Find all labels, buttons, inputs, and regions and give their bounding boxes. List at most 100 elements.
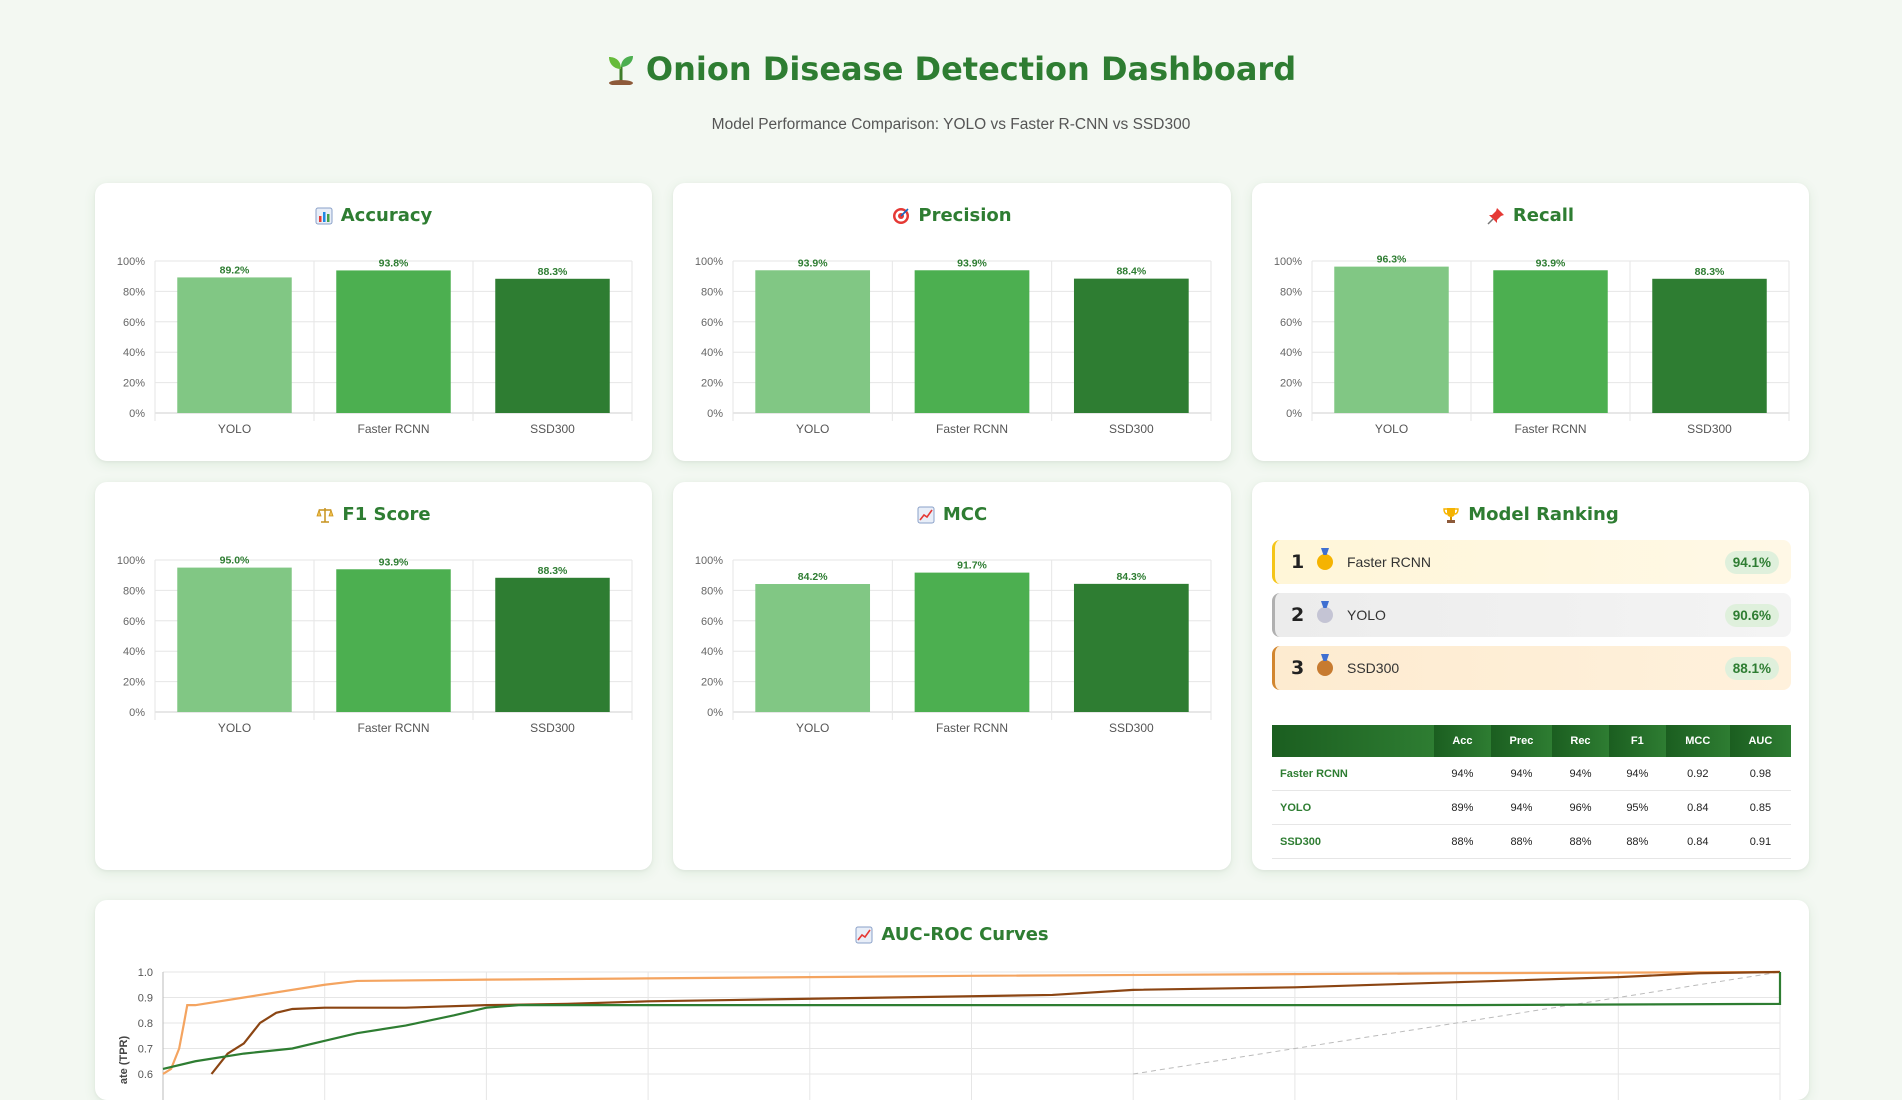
y-tick-label: 60% [701, 616, 723, 628]
bar [755, 270, 871, 413]
ranking-card: Model Ranking 1 Faster RCNN 94.1% 2 YOLO… [1252, 482, 1809, 870]
bar [914, 270, 1030, 413]
bar [336, 270, 451, 413]
y-tick-label: 20% [123, 677, 145, 689]
x-tick-label: YOLO [218, 422, 251, 436]
mcc-title-text: MCC [942, 504, 988, 525]
bar [495, 577, 610, 712]
bar [177, 277, 292, 413]
data-label: 93.9% [798, 257, 828, 269]
recall-title-text: Recall [1512, 205, 1575, 226]
table-cell: 89% [1434, 790, 1491, 825]
target-icon [893, 207, 910, 224]
y-tick-label: 60% [123, 317, 145, 329]
silver-medal-icon [1317, 607, 1333, 623]
table-cell: 94% [1434, 757, 1491, 791]
table-cell: 0.84 [1665, 824, 1730, 859]
f1-card: F1 Score 0% 20% 40% 60% 80% 100% 95.0% YOLO 93.9… [95, 482, 652, 870]
roc-title-text: AUC-ROC Curves [881, 924, 1049, 945]
y-tick-label: 0.9 [138, 993, 153, 1005]
table-cell: 0.84 [1665, 790, 1730, 825]
ranking-item-1[interactable]: 1 Faster RCNN 94.1% [1272, 540, 1791, 584]
data-label: 88.4% [1116, 266, 1146, 278]
y-tick-label: 80% [123, 286, 145, 298]
bar [914, 572, 1030, 712]
mcc-card-title: MCC [673, 504, 1231, 525]
x-tick-label: Faster RCNN [1514, 422, 1586, 436]
roc-card-title: AUC-ROC Curves [95, 924, 1809, 945]
ranking-card-title: Model Ranking [1252, 504, 1809, 525]
y-tick-label: 20% [1280, 378, 1302, 390]
bar [1073, 278, 1189, 413]
x-tick-label: Faster RCNN [936, 422, 1008, 436]
table-header-cell: MCC [1665, 725, 1730, 757]
bar [177, 567, 292, 712]
ranking-item-2[interactable]: 2 YOLO 90.6% [1272, 593, 1791, 637]
data-label: 95.0% [220, 555, 250, 567]
table-cell: 94% [1552, 757, 1609, 791]
roc-series-line [210, 970, 1781, 1075]
gold-medal-icon [1317, 554, 1333, 570]
data-label: 88.3% [538, 266, 568, 278]
data-label: 84.3% [1116, 571, 1146, 583]
table-row: SSD300 88% 88% 88% 88% 0.84 0.91 [1272, 824, 1791, 859]
bar [1652, 278, 1767, 413]
balance-scale-icon [316, 507, 334, 523]
ranking-title-text: Model Ranking [1468, 504, 1619, 525]
data-label: 93.8% [379, 257, 409, 269]
y-tick-label: 0.6 [138, 1069, 153, 1081]
accuracy-card: Accuracy 0% 20% 40% 60% 80% 100% 89.2% YOLO 93.8… [95, 183, 652, 461]
y-tick-label: 0% [129, 707, 145, 719]
y-tick-label: 0% [1286, 408, 1302, 420]
data-label: 89.2% [220, 264, 250, 276]
bar [495, 278, 610, 413]
table-header-cell: Prec [1490, 725, 1553, 757]
table-header-cell [1272, 725, 1434, 757]
page-header: Onion Disease Detection Dashboard Model … [0, 50, 1902, 134]
x-tick-label: SSD300 [1687, 422, 1732, 436]
y-tick-label: 80% [123, 585, 145, 597]
table-cell: 95% [1608, 790, 1666, 825]
table-cell: 88% [1608, 824, 1666, 859]
data-label: 93.9% [957, 257, 987, 269]
table-row: YOLO 89% 94% 96% 95% 0.84 0.85 [1272, 790, 1791, 825]
x-tick-label: Faster RCNN [936, 721, 1008, 735]
rank-number: 2 [1291, 604, 1305, 626]
x-tick-label: SSD300 [1109, 422, 1154, 436]
y-tick-label: 1.0 [138, 967, 153, 979]
rank-score: 94.1% [1724, 550, 1779, 574]
page-title: Onion Disease Detection Dashboard [606, 50, 1296, 88]
recall-card-title: Recall [1252, 205, 1809, 226]
bar [1073, 583, 1189, 712]
x-tick-label: SSD300 [530, 422, 575, 436]
y-tick-label: 40% [1280, 347, 1302, 359]
line-chart-icon [917, 506, 935, 523]
table-cell: 0.85 [1729, 790, 1791, 825]
table-header-cell: AUC [1729, 725, 1791, 757]
precision-title-text: Precision [918, 205, 1012, 226]
bar-chart-icon [315, 207, 333, 224]
y-tick-label: 100% [695, 555, 723, 567]
precision-card-title: Precision [673, 205, 1231, 226]
roc-card: AUC-ROC Curves 1.0 0.9 0.8 0.7 0.6 ate (TPR) [95, 900, 1809, 1100]
ranking-item-3[interactable]: 3 SSD300 88.1% [1272, 646, 1791, 690]
x-tick-label: SSD300 [530, 721, 575, 735]
table-cell-model: SSD300 [1272, 824, 1434, 859]
pushpin-icon [1487, 207, 1504, 225]
y-tick-label: 0.7 [138, 1044, 153, 1056]
page-title-text: Onion Disease Detection Dashboard [645, 50, 1297, 88]
line-chart-icon [855, 926, 873, 943]
f1-card-title: F1 Score [95, 504, 652, 525]
mcc-chart: 0% 20% 40% 60% 80% 100% 84.2% YOLO 91.7% Faster R… [695, 555, 1212, 735]
y-tick-label: 0% [707, 707, 723, 719]
rank-score: 90.6% [1724, 603, 1779, 627]
table-cell-model: Faster RCNN [1272, 757, 1434, 791]
y-tick-label: 100% [695, 256, 723, 268]
trophy-icon [1443, 507, 1459, 523]
table-cell: 0.91 [1729, 824, 1791, 859]
x-tick-label: Faster RCNN [357, 422, 429, 436]
x-tick-label: YOLO [796, 422, 829, 436]
f1-title-text: F1 Score [342, 504, 431, 525]
table-cell-model: YOLO [1272, 790, 1434, 825]
metrics-table: Acc Prec Rec F1 MCC AUC Faster RCNN 94% … [1272, 725, 1791, 859]
